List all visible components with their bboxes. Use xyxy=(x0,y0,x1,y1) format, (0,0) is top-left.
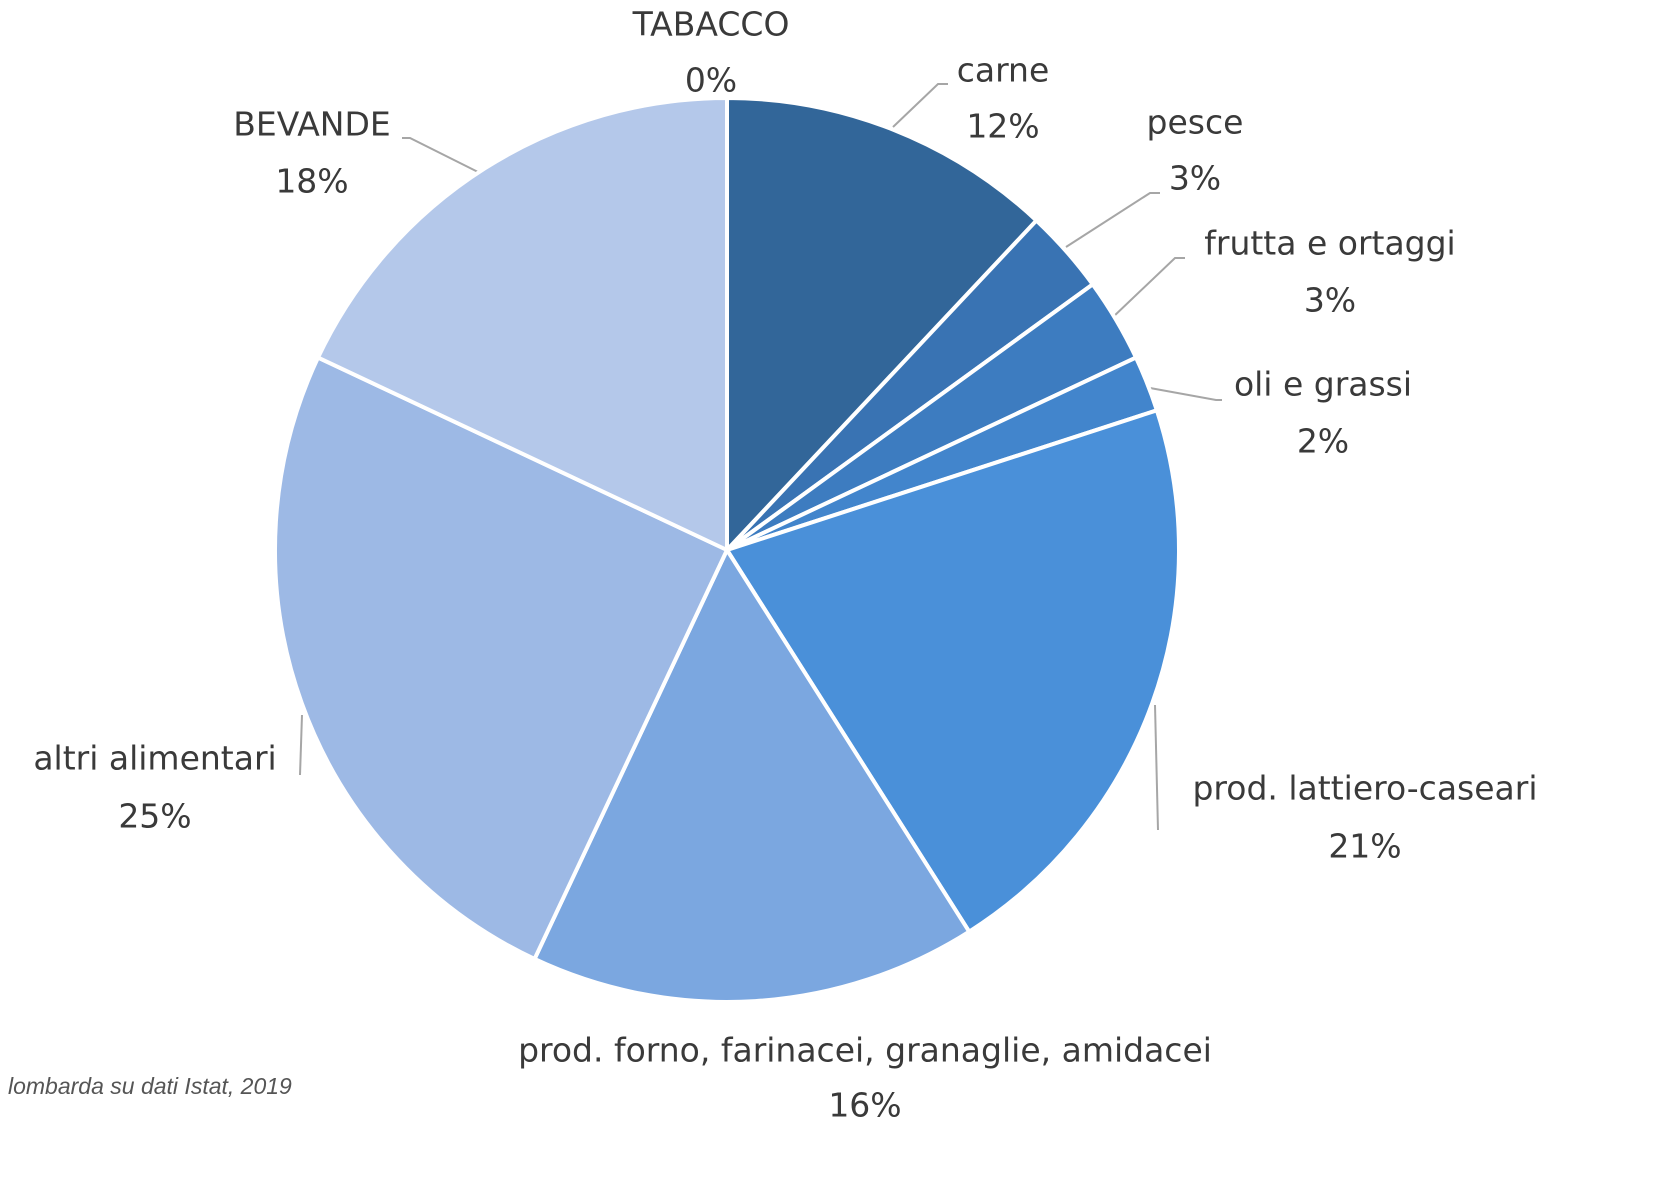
slice-label: prod. forno, farinacei, granaglie, amida… xyxy=(518,1031,1212,1070)
slice-label: oli e grassi xyxy=(1234,365,1412,404)
slice-label: TABACCO xyxy=(632,5,790,44)
slice-label: prod. lattiero-caseari xyxy=(1192,769,1537,808)
leader-line xyxy=(1111,257,1185,319)
slice-value-label: 25% xyxy=(118,797,191,836)
slice-value-label: 21% xyxy=(1328,827,1401,866)
slice-value-label: 0% xyxy=(685,61,737,100)
slice-value-label: 3% xyxy=(1169,159,1221,198)
leader-line xyxy=(1149,387,1222,401)
slice-label: altri alimentari xyxy=(33,739,276,778)
leader-line xyxy=(892,83,948,128)
leader-line xyxy=(402,137,481,174)
pie-slice xyxy=(316,96,729,552)
slice-value-label: 2% xyxy=(1297,422,1349,461)
source-note: lombarda su dati Istat, 2019 xyxy=(8,1073,292,1099)
slice-label: pesce xyxy=(1147,103,1244,142)
slice-label: carne xyxy=(957,51,1050,90)
leader-line xyxy=(1154,704,1159,831)
slice-label: BEVANDE xyxy=(233,105,390,144)
slice-label: frutta e ortaggi xyxy=(1204,224,1455,263)
pie-slice xyxy=(725,96,1039,552)
pie-slice xyxy=(532,548,972,1004)
slice-value-label: 12% xyxy=(966,107,1039,146)
leader-line xyxy=(1065,192,1160,248)
slice-value-label: 18% xyxy=(275,162,348,201)
leader-lines xyxy=(299,83,1222,831)
leader-line xyxy=(299,714,303,776)
slice-value-label: 3% xyxy=(1304,281,1356,320)
pie-slice xyxy=(273,355,729,961)
pie xyxy=(273,96,1181,1004)
slice-value-label: 16% xyxy=(828,1086,901,1125)
pie-slice xyxy=(725,408,1181,934)
